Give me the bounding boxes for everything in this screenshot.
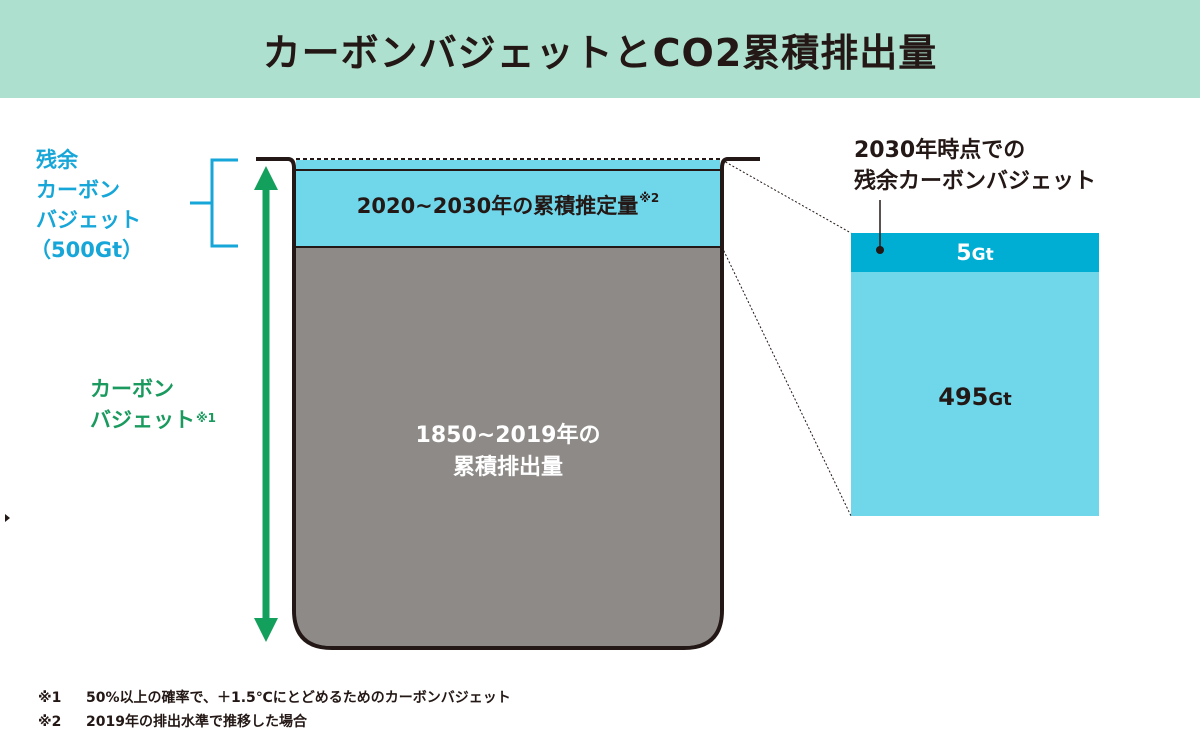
projection-line-bottom (721, 246, 852, 517)
carbon-budget-arrow-up-head (254, 166, 278, 190)
estimate-note-mark: ※2 (639, 191, 660, 205)
bucket-outline (256, 157, 760, 650)
estimate-label: 2020~2030年の累積推定量※2 (296, 191, 720, 219)
historical-label-line2: 累積排出量 (452, 455, 563, 480)
breakdown-title-line1: 2030年時点での (854, 138, 1026, 163)
breakdown-main-value: 495Gt (851, 382, 1099, 412)
footnote-1-text: 50%以上の確率で、＋1.5℃にとどめるためのカーボンバジェット (86, 690, 511, 706)
breakdown-top-block (851, 233, 1099, 272)
historical-label-line1: 1850~2019年の (415, 423, 601, 448)
footnote-1: ※1 50%以上の確率で、＋1.5℃にとどめるためのカーボンバジェット (38, 686, 511, 710)
footnotes: ※1 50%以上の確率で、＋1.5℃にとどめるためのカーボンバジェット ※2 2… (38, 686, 511, 734)
footnote-2-text: 2019年の排出水準で推移した場合 (86, 714, 307, 730)
page-title: カーボンバジェットとCO2累積排出量 (262, 30, 938, 75)
projection-line-top (721, 159, 852, 234)
breakdown-top-unit: Gt (971, 245, 994, 265)
remaining-budget-bracket (190, 158, 238, 248)
remaining-label-line3: バジェット (36, 208, 141, 232)
footnote-2: ※2 2019年の排出水準で推移した場合 (38, 710, 511, 734)
carbon-budget-label-line2: バジェット (90, 408, 195, 432)
estimate-area (296, 170, 720, 247)
breakdown-main-block (851, 272, 1099, 516)
historical-emissions-area (296, 247, 720, 646)
footnote-2-mark: ※2 (38, 714, 62, 730)
remaining-label-line2: カーボン (36, 178, 120, 202)
breakdown-title: 2030年時点での 残余カーボンバジェット (854, 135, 1096, 197)
historical-label: 1850~2019年の 累積排出量 (296, 420, 720, 484)
carbon-budget-note-mark: ※1 (196, 411, 217, 425)
carbon-budget-label: カーボン バジェット※1 (90, 374, 216, 436)
breakdown-top-value: 5Gt (851, 240, 1099, 268)
breakdown-top-number: 5 (956, 241, 972, 266)
carbon-budget-label-line1: カーボン (90, 377, 174, 401)
breakdown-callout-dot (876, 246, 884, 254)
breakdown-title-line2: 残余カーボンバジェット (854, 169, 1097, 194)
remaining-band-area (296, 160, 720, 170)
footnote-1-mark: ※1 (38, 690, 62, 706)
header-banner: カーボンバジェットとCO2累積排出量 (0, 0, 1200, 98)
estimate-label-text: 2020~2030年の累積推定量 (356, 194, 639, 218)
remaining-label-line1: 残余 (36, 148, 78, 172)
remaining-budget-label: 残余 カーボン バジェット （500Gt） (30, 145, 143, 265)
breakdown-main-number: 495 (938, 383, 989, 411)
carbon-budget-arrow-down-head (254, 618, 278, 642)
small-marker-icon (5, 514, 10, 522)
remaining-label-line4: （500Gt） (30, 238, 144, 262)
breakdown-main-unit: Gt (988, 389, 1012, 410)
